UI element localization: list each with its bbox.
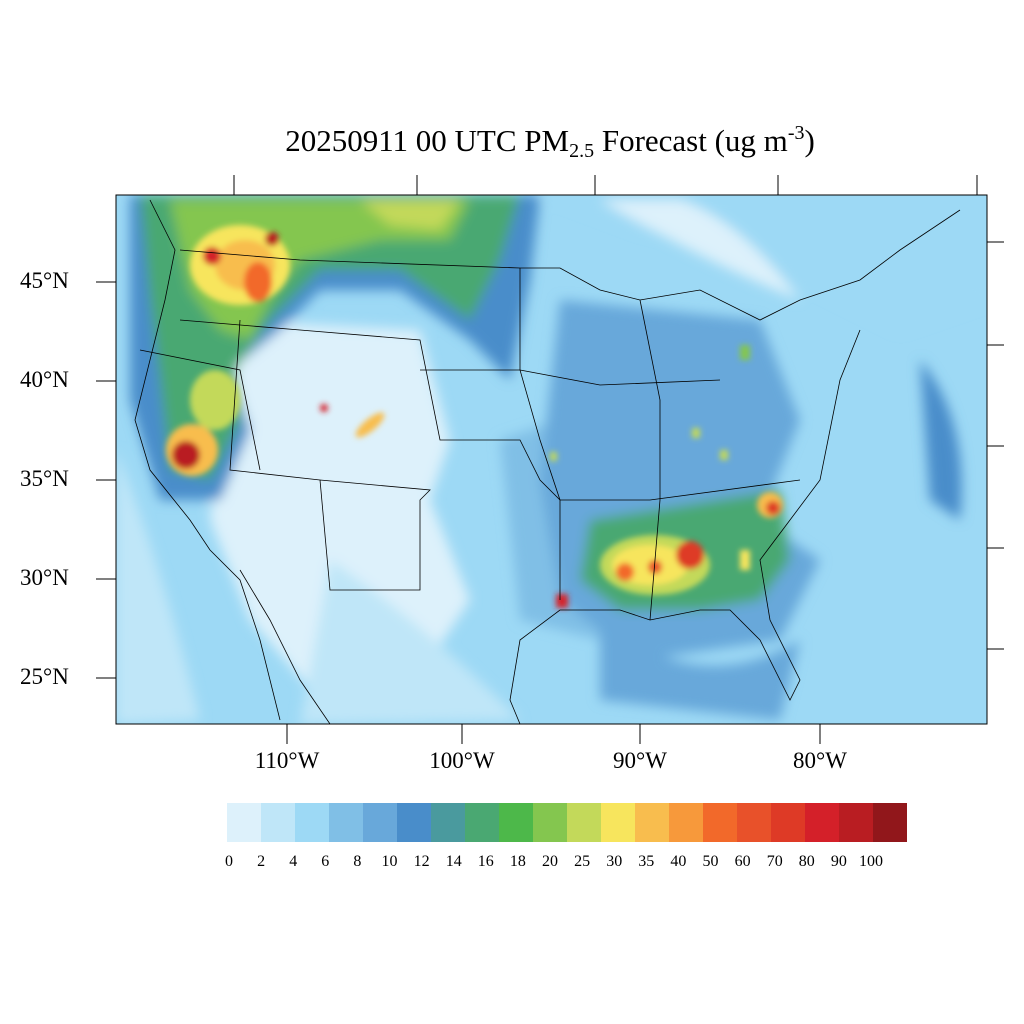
colorbar-label: 6 <box>321 853 330 870</box>
colorbar-label: 14 <box>445 853 462 870</box>
colorbar <box>227 803 907 842</box>
colorbar-label: 70 <box>766 853 783 870</box>
colorbar-box <box>227 803 261 842</box>
title-superscript: -3 <box>787 122 805 144</box>
colorbar-label: 0 <box>225 853 233 870</box>
lon-label-80w: 80°W <box>793 748 847 773</box>
colorbar-box <box>737 803 771 842</box>
colorbar-box <box>703 803 737 842</box>
colorbar-label: 80 <box>798 853 815 870</box>
colorbar-label: 20 <box>542 853 558 870</box>
colorbar-box <box>295 803 329 842</box>
colorbar-box <box>329 803 363 842</box>
colorbar-box <box>873 803 907 842</box>
title-text-2: Forecast (ug m <box>594 123 788 158</box>
colorbar-box <box>839 803 873 842</box>
colorbar-label: 50 <box>702 853 719 870</box>
colorbar-label: 60 <box>734 853 751 870</box>
lon-label-100w: 100°W <box>429 748 495 773</box>
colorbar-box <box>635 803 669 842</box>
colorbar-label: 10 <box>381 853 398 870</box>
concentration-field <box>116 195 987 724</box>
colorbar-box <box>465 803 499 842</box>
colorbar-box <box>669 803 703 842</box>
title-text: 20250911 00 UTC PM <box>285 123 570 158</box>
colorbar-label: 12 <box>413 853 430 870</box>
colorbar-box <box>567 803 601 842</box>
lat-label-45: 45°N <box>20 268 69 293</box>
colorbar-label: 90 <box>830 853 847 870</box>
colorbar-box <box>499 803 533 842</box>
lat-label-25: 25°N <box>20 664 69 689</box>
colorbar-box <box>261 803 295 842</box>
colorbar-label: 100 <box>859 853 883 870</box>
lon-label-90w: 90°W <box>613 748 667 773</box>
lat-label-30: 30°N <box>20 565 69 590</box>
colorbar-label: 30 <box>606 853 623 870</box>
colorbar-box <box>805 803 839 842</box>
colorbar-label: 16 <box>477 853 494 870</box>
colorbar-label: 2 <box>257 853 266 870</box>
colorbar-label: 40 <box>670 853 687 870</box>
colorbar-box <box>431 803 465 842</box>
map-frame <box>115 194 988 725</box>
lat-label-40: 40°N <box>20 367 69 392</box>
lon-label-110w: 110°W <box>254 748 320 773</box>
map-title: 20250911 00 UTC PM2.5 Forecast (ug m-3) <box>0 122 1024 163</box>
colorbar-label: 8 <box>353 853 362 870</box>
title-subscript: 2.5 <box>569 140 595 162</box>
colorbar-box <box>771 803 805 842</box>
coastlines-and-borders <box>134 199 961 724</box>
colorbar-box <box>601 803 635 842</box>
colorbar-box <box>363 803 397 842</box>
title-text-3: ) <box>804 123 815 158</box>
colorbar-label: 35 <box>638 853 655 870</box>
colorbar-label: 4 <box>289 853 298 870</box>
colorbar-box <box>397 803 431 842</box>
axis-ticks <box>96 175 1004 744</box>
colorbar-label: 18 <box>509 853 526 870</box>
colorbar-box <box>533 803 567 842</box>
colorbar-label: 25 <box>574 853 591 870</box>
lat-label-35: 35°N <box>20 466 69 491</box>
